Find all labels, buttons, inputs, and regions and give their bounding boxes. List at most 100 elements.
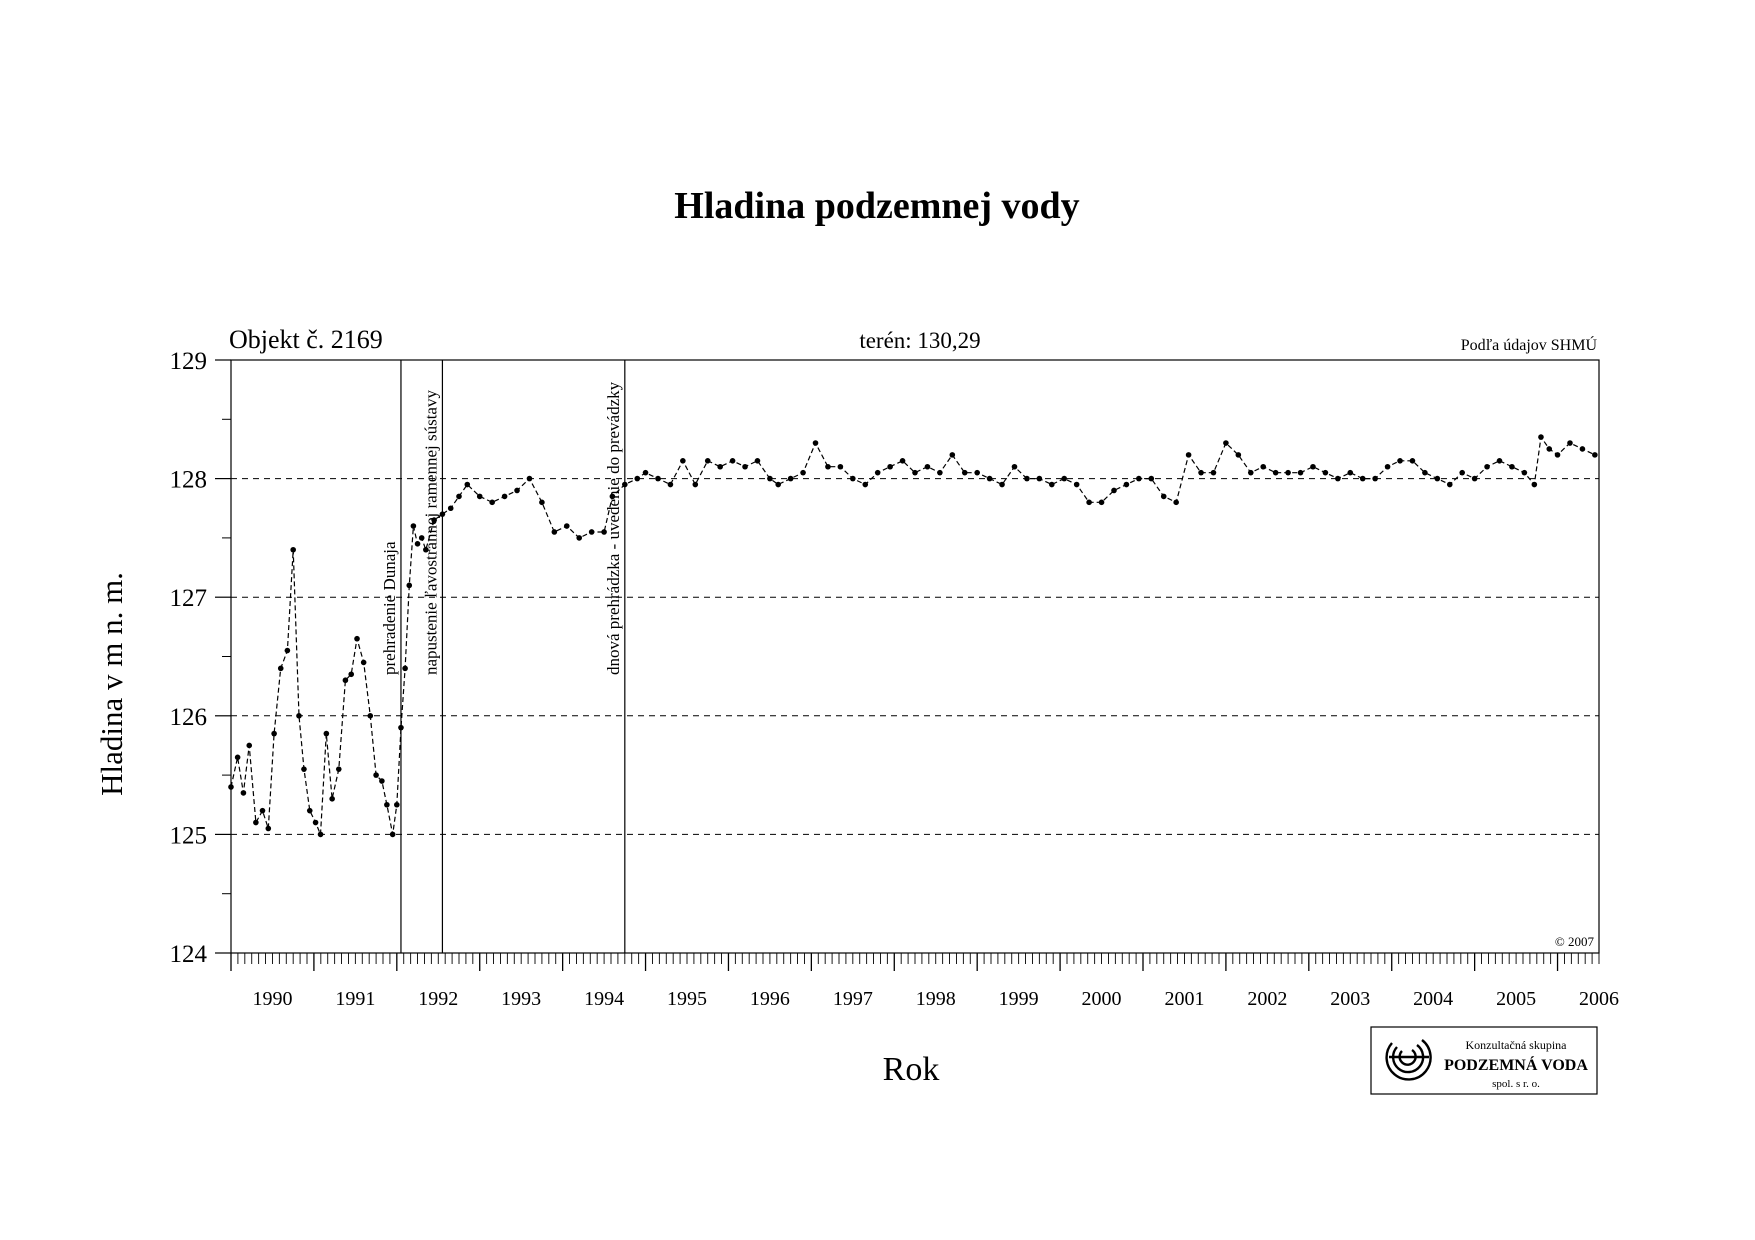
y-tick-label: 125: [170, 822, 208, 849]
data-point: [1347, 469, 1354, 476]
data-point: [1036, 475, 1043, 482]
x-tick-label: 1994: [584, 988, 624, 1010]
data-point: [1459, 469, 1465, 476]
data-point: [284, 647, 291, 654]
data-point: [1185, 452, 1192, 458]
data-point: [379, 778, 385, 784]
data-point: [489, 499, 495, 506]
data-point: [937, 469, 943, 476]
data-point: [389, 831, 396, 838]
data-point: [360, 659, 367, 666]
y-tick-label: 126: [170, 704, 208, 731]
data-point: [367, 713, 374, 719]
data-point: [1546, 446, 1553, 452]
data-point: [837, 463, 844, 470]
object-label: Objekt č. 2169: [229, 325, 383, 354]
y-tick-label: 124: [170, 941, 208, 968]
data-point: [1235, 452, 1242, 458]
data-point: [999, 481, 1005, 488]
data-point: [974, 469, 980, 476]
data-point: [265, 825, 272, 832]
data-point: [246, 742, 253, 749]
data-point: [253, 819, 259, 826]
grid-lines: [231, 478, 1599, 835]
data-point: [1554, 452, 1561, 458]
data-point: [439, 511, 446, 517]
data-point: [384, 801, 390, 808]
data-point: [986, 475, 993, 482]
data-point: [348, 671, 355, 678]
data-point: [234, 754, 241, 761]
data-point: [539, 499, 545, 506]
data-point: [1409, 458, 1416, 464]
data-point: [912, 469, 918, 476]
x-axis: 1990 1991 1992 1993 1994 1995 1996 1997 1998 1999…: [230, 953, 1619, 1010]
data-point: [1446, 481, 1453, 488]
data-point: [1372, 475, 1378, 482]
logo-line1: Konzultačná skupina: [1466, 1038, 1568, 1052]
x-tick-label: 1991: [335, 988, 375, 1010]
logo-line2: PODZEMNÁ VODA: [1444, 1055, 1588, 1074]
y-tick-label: 129: [170, 348, 208, 375]
data-point: [862, 481, 869, 488]
data-point: [1148, 475, 1155, 482]
data-point: [692, 481, 699, 488]
data-point: [576, 535, 583, 541]
data-point: [1531, 481, 1538, 488]
x-tick-label: 1990: [252, 988, 292, 1010]
series-line-path: [230, 435, 1596, 835]
data-point: [961, 469, 968, 476]
data-point: [296, 713, 302, 719]
data-point: [680, 458, 686, 464]
data-point: [290, 546, 296, 553]
y-tick-label: 127: [170, 585, 208, 612]
x-tick-label: 2006: [1579, 988, 1619, 1010]
data-point: [476, 493, 483, 500]
copyright-label: © 2007: [1555, 934, 1595, 949]
data-point: [850, 475, 856, 482]
data-point: [240, 790, 247, 796]
data-point: [800, 469, 806, 476]
data-point: [418, 535, 425, 541]
data-point: [1024, 475, 1030, 482]
data-point: [1359, 475, 1366, 482]
data-point: [1011, 463, 1018, 470]
data-point: [335, 766, 342, 772]
data-point: [323, 730, 330, 737]
data-point: [601, 529, 607, 535]
company-logo: Konzultačná skupina PODZEMNÁ VODA spol. …: [1370, 1026, 1598, 1095]
data-point: [812, 440, 819, 446]
x-axis-label: Rok: [883, 1051, 940, 1088]
x-tick-label: 1993: [501, 988, 541, 1010]
data-point: [642, 469, 649, 476]
data-point: [874, 469, 881, 476]
data-point: [1310, 463, 1316, 470]
data-point: [1061, 475, 1068, 482]
data-point: [1272, 469, 1279, 476]
x-tick-label: 2002: [1247, 988, 1287, 1010]
data-point: [317, 831, 324, 838]
x-tick-label: 1996: [750, 988, 790, 1010]
data-point: [1322, 469, 1329, 476]
data-point: [526, 475, 533, 482]
series-line: [228, 434, 1598, 838]
data-point: [1496, 458, 1503, 464]
data-point: [398, 724, 404, 731]
data-point: [588, 529, 595, 535]
data-point: [373, 772, 379, 778]
logo-frame: [1370, 1026, 1598, 1095]
terrain-label: terén: 130,29: [859, 328, 980, 353]
data-point: [1098, 499, 1105, 506]
data-point: [1592, 452, 1598, 458]
data-point: [306, 807, 313, 814]
data-point: [271, 730, 277, 737]
data-point: [1285, 469, 1291, 476]
data-point: [1484, 463, 1490, 470]
data-point: [1086, 499, 1092, 506]
data-point: [423, 546, 429, 553]
data-point: [402, 665, 408, 672]
data-point: [949, 452, 956, 458]
data-point: [464, 481, 471, 488]
data-point: [1579, 446, 1586, 452]
